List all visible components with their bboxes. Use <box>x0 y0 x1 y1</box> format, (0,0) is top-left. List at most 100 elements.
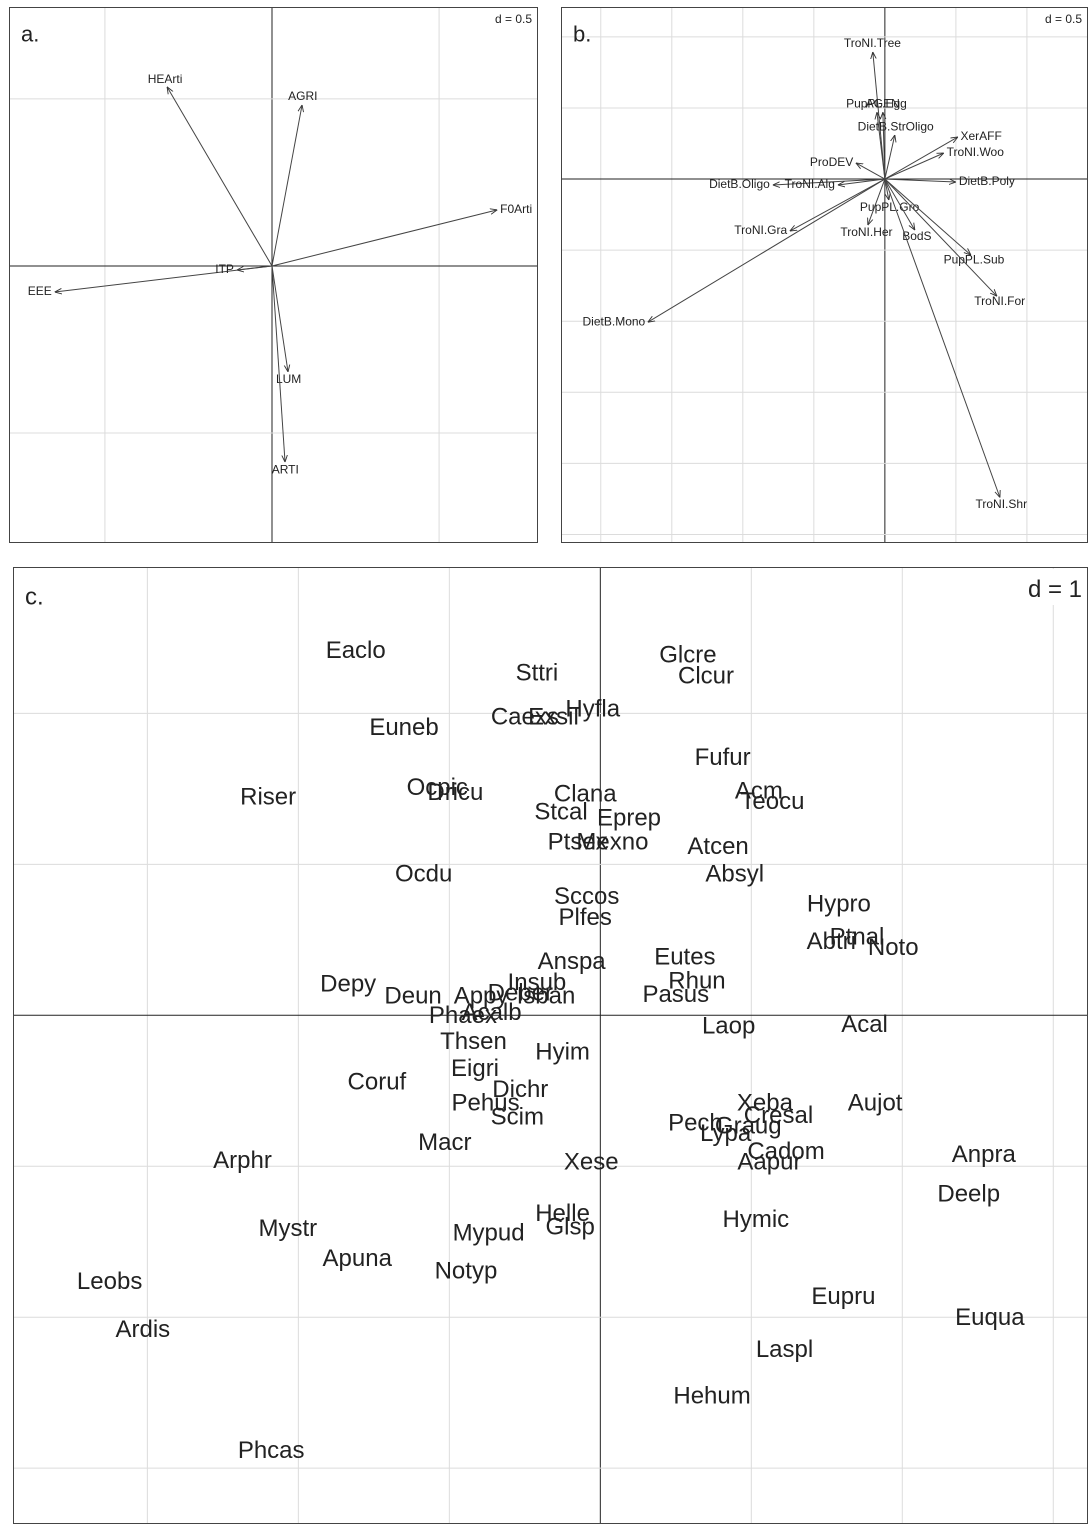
point-label: Lypa <box>700 1120 752 1147</box>
point-label: Pech <box>668 1109 723 1136</box>
panel: HEArti AGRI F0Arti EEE ITP LUM ARTI d = 0.5 a. <box>9 7 538 543</box>
point-label: Ptsex <box>548 829 608 856</box>
point-label: Laop <box>702 1013 755 1040</box>
point-label: Eutes <box>654 943 715 970</box>
arrow-label: AGEN <box>866 96 900 110</box>
arrow <box>884 153 944 180</box>
point-label: Coruf <box>348 1069 407 1096</box>
point-label: Hyim <box>535 1038 590 1065</box>
point-label: Glcre <box>659 641 716 668</box>
panel-label: c. <box>25 584 44 611</box>
arrow <box>877 112 886 180</box>
point-label: Fufur <box>695 744 751 771</box>
scale-box <box>483 9 534 27</box>
point-label: Clcur <box>678 663 734 690</box>
arrow-label: DietB.StrOligo <box>858 119 934 133</box>
arrow-label: DietB.Poly <box>959 174 1015 188</box>
point-label: Anspa <box>538 948 607 975</box>
panel-label: a. <box>21 21 39 46</box>
point-label: Xese <box>564 1149 619 1176</box>
arrow-label: PupPL.Gro <box>860 200 920 214</box>
scale-label: d = 0.5 <box>495 12 532 26</box>
point-label: Clana <box>554 780 617 807</box>
point-label: Deber <box>488 980 553 1007</box>
arrow <box>271 265 288 372</box>
arrow <box>773 178 885 185</box>
point-label: Exsil <box>528 703 579 730</box>
arrow <box>271 105 302 267</box>
arrow-label: DietB.Mono <box>583 314 646 328</box>
point-label: Mystr <box>258 1215 317 1242</box>
arrow <box>884 178 915 230</box>
point-label: Glsp <box>545 1213 594 1240</box>
panel-label: b. <box>573 21 591 46</box>
point-label: Atcen <box>687 833 748 860</box>
point-label: Scim <box>491 1103 544 1130</box>
arrow <box>167 87 273 267</box>
scale-label: d = 1 <box>1028 576 1082 603</box>
point-label: Ocpic <box>407 774 468 801</box>
point-label: Mexno <box>576 829 648 856</box>
point-label: Noto <box>868 934 919 961</box>
point-label: Thsen <box>440 1028 507 1055</box>
point-label: Depy <box>320 970 376 997</box>
arrow-label: LUM <box>276 372 301 386</box>
point-label: Riser <box>240 783 296 810</box>
arrow-label: HEArti <box>148 72 183 86</box>
arrow <box>884 178 1000 497</box>
arrow-label: EEE <box>28 284 52 298</box>
point-label: Eaclo <box>326 637 386 664</box>
point-label: Acm <box>735 777 783 804</box>
arrow <box>856 163 886 180</box>
arrow-label: TroNI.Her <box>840 225 892 239</box>
point-label: Aapur <box>737 1149 801 1176</box>
point-label: Xeba <box>737 1090 794 1117</box>
point-label: Ocdu <box>395 860 452 887</box>
point-label: Phcas <box>238 1437 305 1464</box>
point-label: Anpra <box>952 1141 1017 1168</box>
arrow <box>838 178 885 185</box>
arrow <box>884 178 971 255</box>
arrow <box>648 178 886 322</box>
point-label: Helle <box>535 1200 590 1227</box>
point-label: Euqua <box>955 1304 1025 1331</box>
point-label: Euneb <box>369 714 438 741</box>
point-label: Notyp <box>435 1257 498 1284</box>
point-label: Abtri <box>807 928 856 955</box>
point-label: Graug <box>715 1112 782 1139</box>
point-label: Pasus <box>642 981 709 1008</box>
arrow-label: TroNI.For <box>974 294 1025 308</box>
arrow <box>271 265 285 462</box>
point-label: Macr <box>418 1129 471 1156</box>
scale-box <box>1033 9 1084 27</box>
point-label: Hypro <box>807 890 871 917</box>
arrow-label: DietB.Oligo <box>709 177 770 191</box>
arrow-label: PupPL.Sub <box>944 253 1005 267</box>
point-label: Ardis <box>116 1316 171 1343</box>
point-label: Isban <box>517 983 576 1010</box>
arrow-label: TroNI.Alg <box>785 177 835 191</box>
point-label: Appy <box>454 983 509 1010</box>
point-label: Caexs <box>491 703 559 730</box>
point-label: Arphr <box>213 1147 272 1174</box>
point-label: Plfes <box>559 904 612 931</box>
arrow <box>884 179 956 182</box>
point-label: Insub <box>508 969 567 996</box>
panel-frame <box>9 7 538 543</box>
arrow-label: BodS <box>902 229 931 243</box>
point-label: Dricu <box>427 779 483 806</box>
point-label: Rhun <box>668 967 725 994</box>
point-label: Sttri <box>516 660 559 687</box>
arrow-label: XerAFF <box>960 129 1001 143</box>
point-label: Acalb <box>462 999 522 1026</box>
point-label: Apuna <box>323 1245 393 1272</box>
point-label: Laspl <box>756 1336 813 1363</box>
arrow-label: TroNI.Shr <box>976 497 1028 511</box>
arrow-label: PupPL.Egg <box>846 96 907 110</box>
point-label: Hymic <box>723 1206 790 1233</box>
arrow-label: TroNI.Tree <box>844 36 901 50</box>
arrow <box>884 178 997 296</box>
